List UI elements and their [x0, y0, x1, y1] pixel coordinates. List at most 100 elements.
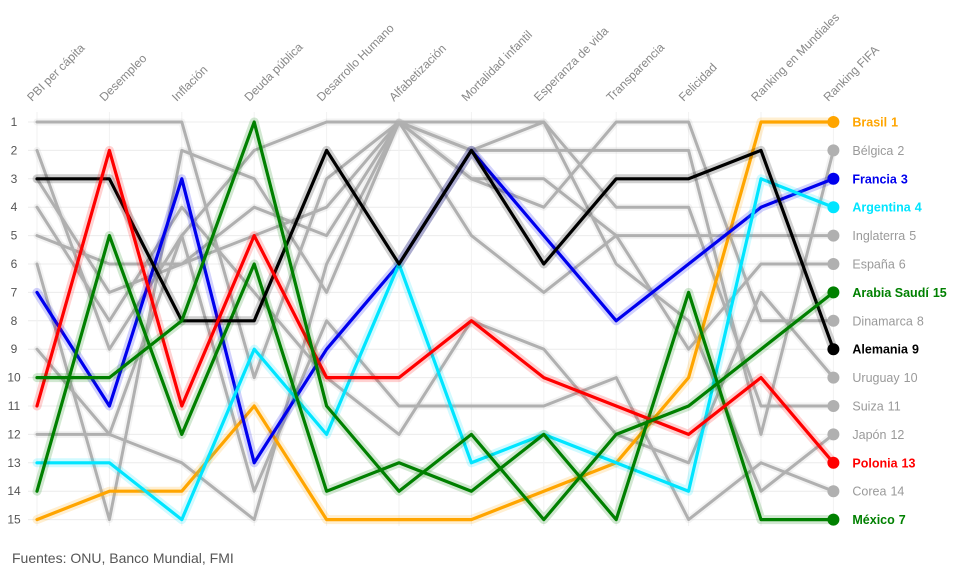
- series-8: [32, 145, 838, 354]
- column-label: Inflación: [169, 63, 211, 105]
- y-tick-label: 6: [11, 257, 18, 271]
- series-14: [32, 117, 838, 525]
- legend-marker: [827, 485, 840, 498]
- legend-rank: 14: [890, 485, 904, 499]
- legend-rank: 5: [909, 229, 916, 243]
- legend-name: Alemania: [852, 343, 909, 357]
- column-label: Alfabetización: [386, 41, 449, 104]
- y-tick-label: 3: [11, 172, 18, 186]
- legend-marker: [827, 116, 840, 128]
- legend-marker: [827, 343, 840, 356]
- y-tick-label: 15: [7, 513, 21, 527]
- y-tick-label: 13: [7, 456, 21, 470]
- y-tick-label: 1: [11, 115, 18, 129]
- legend-marker: [827, 258, 840, 270]
- legend-item: Bélgica 2: [827, 144, 904, 158]
- legend-name: Uruguay: [852, 371, 900, 385]
- legend-rank: 10: [904, 371, 918, 385]
- series-13: [33, 232, 837, 524]
- highlighted-series-lines: [32, 117, 838, 525]
- legend-rank: 9: [912, 343, 919, 357]
- series-3: [32, 174, 838, 525]
- legend-name: España: [852, 258, 894, 272]
- column-label: Transparencia: [603, 40, 667, 104]
- legend-marker: [827, 286, 840, 299]
- legend-rank: 13: [902, 456, 916, 470]
- column-labels: PBI per cápita Desempleo Inflación Deuda pú…: [24, 10, 882, 104]
- legend-name: Suiza: [852, 400, 883, 414]
- legend-rank: 3: [901, 172, 908, 186]
- legend-item: Corea 14: [827, 485, 904, 499]
- y-tick-label: 10: [7, 371, 21, 385]
- legend-rank: 2: [897, 144, 904, 158]
- legend-name: Arabia Saudí: [852, 286, 929, 300]
- legend-item: España 6: [827, 258, 906, 272]
- legend-name: Dinamarca: [852, 314, 912, 328]
- legend-name: Inglaterra: [852, 229, 905, 243]
- series-line: [35, 234, 835, 522]
- y-tick-label: 4: [11, 200, 18, 214]
- legend-rank: 15: [933, 286, 947, 300]
- column-label: Desarrollo Humano: [314, 21, 397, 104]
- legend-item: Francia 3: [827, 172, 908, 186]
- series-line: [35, 148, 835, 465]
- legend-item: Alemania 9: [827, 343, 919, 357]
- y-tick-label: 2: [11, 143, 18, 157]
- legend-marker: [827, 400, 840, 412]
- series-6: [32, 231, 838, 525]
- y-tick-label: 11: [8, 399, 21, 413]
- legend-marker: [827, 428, 840, 441]
- legend-marker: [827, 201, 840, 214]
- y-tick-label: 7: [11, 285, 18, 299]
- series-line: [35, 234, 835, 522]
- legend-rank: 6: [899, 258, 906, 272]
- legend-rank: 11: [888, 400, 901, 414]
- legend-marker: [827, 513, 840, 526]
- y-tick-label: 14: [7, 484, 21, 498]
- legend-name: Corea: [852, 485, 886, 499]
- legend-marker: [827, 144, 840, 157]
- legend-name: Brasil: [852, 116, 887, 130]
- legend-item: Suiza 11: [827, 400, 901, 414]
- legend-item: Japón 12: [827, 428, 904, 442]
- legend-marker: [827, 314, 840, 327]
- column-label: Esperanza de vida: [531, 24, 611, 104]
- y-tick-label: 9: [11, 342, 18, 356]
- legend: Brasil 1 Bélgica 2 Francia 3 Argentina 4 Inglate…: [827, 116, 947, 527]
- legend-item: Polonia 13: [827, 456, 916, 470]
- legend-item: Inglaterra 5: [827, 229, 916, 243]
- series-11: [33, 118, 837, 524]
- legend-item: Dinamarca 8: [827, 314, 924, 328]
- column-label: Desempleo: [97, 51, 150, 104]
- series-line: [35, 148, 835, 351]
- column-label: Deuda pública: [241, 40, 305, 104]
- series-line: [35, 120, 835, 522]
- legend-marker: [827, 229, 840, 242]
- legend-name: México: [852, 513, 895, 527]
- legend-item: México 7: [827, 513, 906, 527]
- legend-name: Japón: [852, 428, 886, 442]
- legend-rank: 1: [891, 116, 898, 130]
- series-10: [33, 118, 837, 410]
- y-tick-label: 12: [7, 427, 21, 441]
- legend-item: Arabia Saudí 15: [827, 286, 947, 300]
- legend-name: Argentina: [852, 201, 911, 215]
- column-label: PBI per cápita: [24, 41, 87, 104]
- column-label: Felicidad: [676, 60, 720, 104]
- legend-marker: [827, 456, 840, 469]
- y-tick-label: 8: [11, 314, 18, 328]
- legend-item: Argentina 4: [827, 201, 922, 215]
- column-label: Ranking FIFA: [821, 43, 882, 104]
- legend-name: Francia: [852, 172, 898, 186]
- series-line: [35, 177, 835, 522]
- legend-item: Brasil 1: [827, 116, 898, 130]
- legend-rank: 7: [899, 513, 906, 527]
- legend-rank: 4: [915, 201, 922, 215]
- legend-marker: [827, 371, 840, 384]
- series-line: [35, 120, 835, 408]
- parallel-rank-chart: PBI per cápita Desempleo Inflación Deuda pú…: [7, 10, 947, 527]
- legend-marker: [827, 172, 840, 185]
- column-label: Mortalidad infantil: [459, 28, 535, 104]
